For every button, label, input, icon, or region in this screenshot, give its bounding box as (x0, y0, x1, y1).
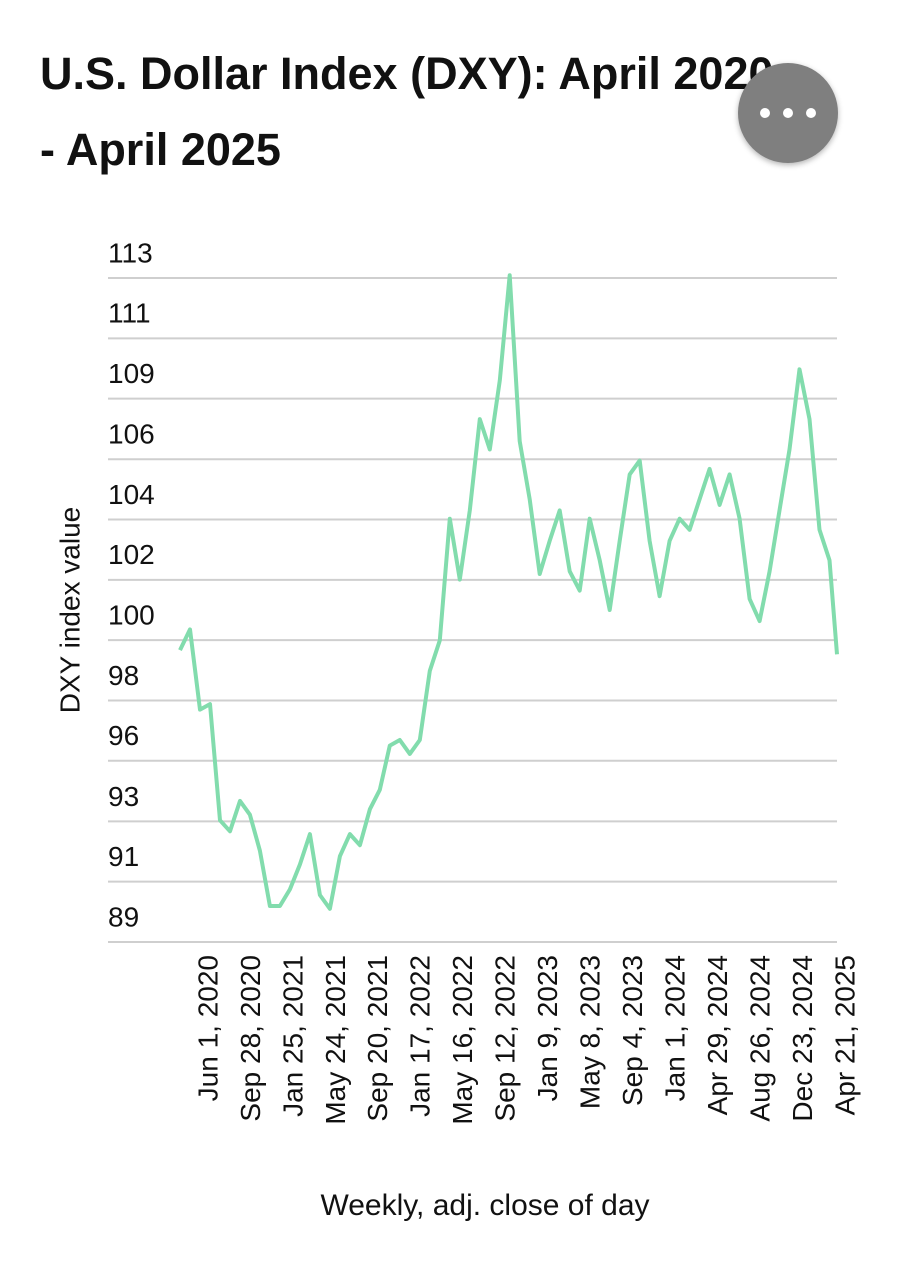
y-tick-label: 96 (108, 720, 139, 751)
dot (783, 108, 793, 118)
y-tick-label: 111 (108, 298, 151, 329)
x-tick-label: Aug 26, 2024 (744, 955, 775, 1122)
y-tick-label: 113 (108, 237, 153, 268)
y-tick-label: 93 (108, 781, 139, 812)
x-tick-label: Dec 23, 2024 (787, 955, 818, 1122)
x-tick-label: Jan 17, 2022 (405, 955, 436, 1117)
x-tick-label: May 24, 2021 (320, 955, 351, 1125)
x-axis-label: Weekly, adj. close of day (320, 1189, 649, 1222)
x-tick-label: Jan 25, 2021 (277, 955, 308, 1117)
x-tick-label: Jan 1, 2024 (660, 955, 691, 1101)
x-tick-label: Apr 21, 2025 (829, 955, 860, 1115)
y-tick-label: 102 (108, 539, 155, 570)
x-tick-label: Sep 4, 2023 (617, 955, 648, 1106)
dot (806, 108, 816, 118)
chart-title: U.S. Dollar Index (DXY): April 2020 - Ap… (40, 48, 774, 175)
y-axis-label: DXY index value (54, 507, 85, 714)
x-tick-label: Sep 12, 2022 (490, 955, 521, 1122)
dot (760, 108, 770, 118)
x-tick-label: Sep 20, 2021 (362, 955, 393, 1122)
more-button[interactable] (738, 63, 838, 163)
data-line (178, 273, 839, 911)
y-tick-label: 109 (108, 358, 155, 389)
y-tick-label: 106 (108, 419, 155, 450)
y-tick-label: 89 (108, 901, 139, 932)
y-tick-label: 100 (108, 600, 155, 631)
x-tick-label: Jan 9, 2023 (532, 955, 563, 1101)
x-tick-label: Jun 1, 2020 (192, 955, 223, 1101)
x-tick-label: May 8, 2023 (575, 955, 606, 1109)
y-tick-label: 104 (108, 479, 155, 510)
x-tick-label: Sep 28, 2020 (235, 955, 266, 1122)
y-tick-label: 98 (108, 660, 139, 691)
x-tick-label: May 16, 2022 (447, 955, 478, 1125)
x-tick-label: Apr 29, 2024 (702, 955, 733, 1115)
y-tick-label: 91 (108, 841, 139, 872)
